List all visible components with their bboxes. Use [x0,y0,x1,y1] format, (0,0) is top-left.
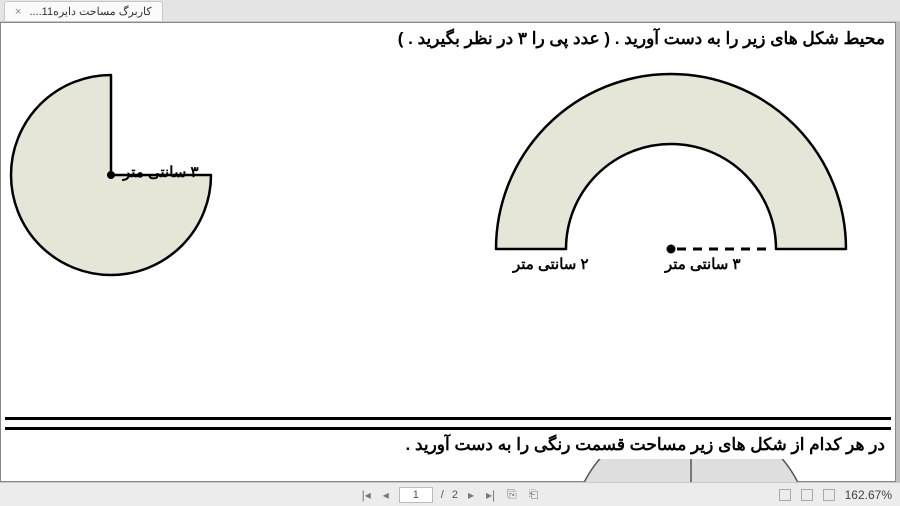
view-mode-1-icon[interactable] [779,489,791,501]
question-2-text: در هر کدام از شکل های زیر مساحت قسمت رنگ… [11,435,885,455]
first-page-button[interactable]: |◂ [360,488,373,502]
page-inner: محیط شکل های زیر را به دست آورید . ( عدد… [1,23,895,481]
question-1-text: محیط شکل های زیر را به دست آورید . ( عدد… [11,29,885,49]
page-sep: / [441,489,444,501]
shape-arch [371,59,871,279]
status-bar: |◂ ◂ 1 / 2 ▸ ▸| ⎘ ⎗ 162.67% [0,482,900,506]
tab-strip: کاربرگ مساحت دایره11.... × [0,0,900,22]
page-total: 2 [452,489,458,501]
label-radius-3-left: ۳ سانتی متر [123,163,199,181]
tab-title: کاربرگ مساحت دایره11.... [29,5,151,18]
next-page-button[interactable]: ▸ [466,488,476,502]
page: محیط شکل های زیر را به دست آورید . ( عدد… [0,22,896,482]
nav-extra-1[interactable]: ⎘ [505,487,519,502]
app-root: کاربرگ مساحت دایره11.... × محیط شکل های … [0,0,900,506]
last-page-button[interactable]: ▸| [484,488,497,502]
view-mode-3-icon[interactable] [823,489,835,501]
zoom-level[interactable]: 162.67% [845,488,892,502]
page-nav: |◂ ◂ 1 / 2 ▸ ▸| ⎘ ⎗ [360,487,541,503]
document-tab[interactable]: کاربرگ مساحت دایره11.... × [4,1,163,21]
page-number-input[interactable]: 1 [399,487,433,503]
status-right: 162.67% [779,488,892,502]
close-icon[interactable]: × [15,6,21,18]
view-mode-2-icon[interactable] [801,489,813,501]
prev-page-button[interactable]: ◂ [381,488,391,502]
nav-extra-2[interactable]: ⎗ [527,487,541,502]
document-viewport: محیط شکل های زیر را به دست آورید . ( عدد… [0,22,900,482]
label-width-2: ۲ سانتی متر [513,255,589,273]
divider-2 [5,427,891,430]
shape-peek [561,459,821,482]
divider-1 [5,417,891,420]
label-radius-3-right: ۳ سانتی متر [665,255,741,273]
